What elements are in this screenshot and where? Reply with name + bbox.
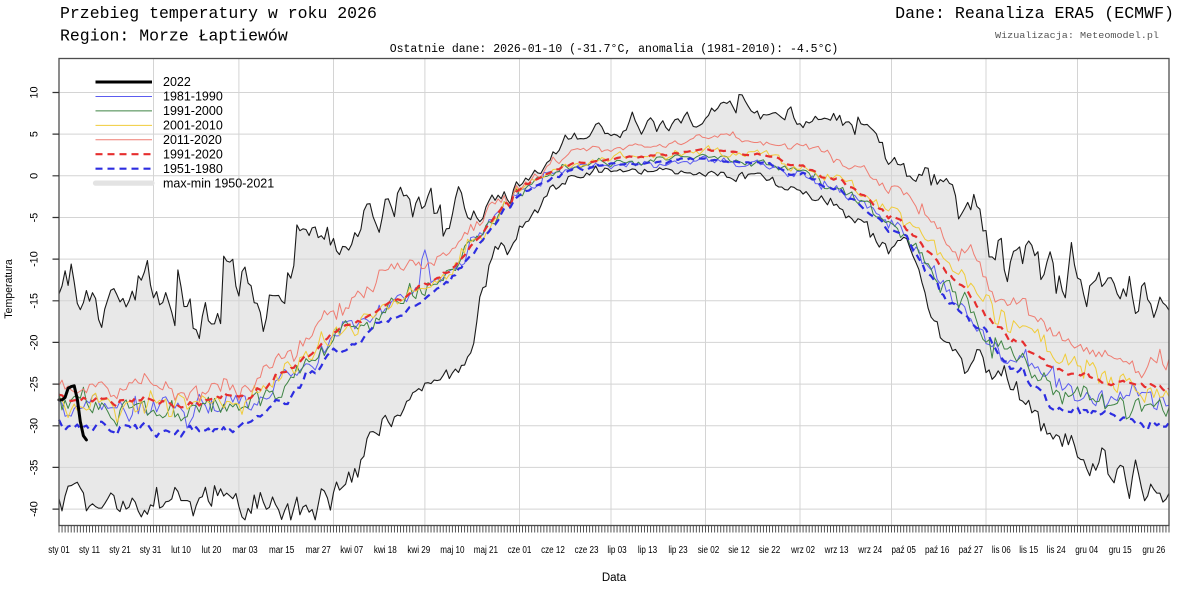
svg-text:Wizualizacja: Meteomodel.pl: Wizualizacja: Meteomodel.pl: [995, 30, 1159, 41]
svg-text:max-min 1950-2021: max-min 1950-2021: [163, 176, 274, 190]
svg-text:10: 10: [29, 86, 41, 98]
svg-text:cze 01: cze 01: [508, 544, 532, 555]
svg-text:lis 15: lis 15: [1019, 544, 1038, 555]
svg-text:2022: 2022: [163, 75, 191, 89]
svg-text:lis 24: lis 24: [1047, 544, 1066, 555]
svg-text:wrz 13: wrz 13: [824, 544, 849, 555]
svg-text:paź 16: paź 16: [925, 544, 949, 555]
svg-text:1981-1990: 1981-1990: [163, 90, 223, 104]
svg-text:1951-1980: 1951-1980: [163, 162, 223, 176]
svg-text:paź 05: paź 05: [892, 544, 916, 555]
svg-text:kwi 18: kwi 18: [374, 544, 397, 555]
svg-text:Region: Morze Łaptiewów: Region: Morze Łaptiewów: [60, 27, 288, 46]
svg-text:-10: -10: [29, 251, 41, 267]
svg-text:gru 04: gru 04: [1075, 544, 1098, 555]
svg-text:Dane: Reanaliza ERA5 (ECMWF): Dane: Reanaliza ERA5 (ECMWF): [895, 4, 1174, 23]
svg-text:Data: Data: [602, 572, 627, 584]
svg-text:sie 22: sie 22: [759, 544, 781, 555]
svg-text:sie 02: sie 02: [698, 544, 720, 555]
svg-text:sty 11: sty 11: [79, 544, 100, 555]
svg-text:cze 12: cze 12: [541, 544, 565, 555]
svg-text:5: 5: [29, 131, 41, 137]
svg-text:kwi 29: kwi 29: [407, 544, 430, 555]
svg-text:sty 31: sty 31: [140, 544, 162, 555]
svg-text:paź 27: paź 27: [959, 544, 983, 555]
svg-text:-25: -25: [29, 376, 41, 392]
svg-text:gru 26: gru 26: [1142, 544, 1165, 555]
svg-text:-30: -30: [29, 418, 41, 434]
svg-text:lip 23: lip 23: [668, 544, 687, 555]
svg-text:Przebieg temperatury w roku 20: Przebieg temperatury w roku 2026: [60, 4, 377, 23]
svg-text:lip 13: lip 13: [638, 544, 657, 555]
svg-text:maj 21: maj 21: [474, 544, 498, 555]
svg-text:kwi 07: kwi 07: [340, 544, 363, 555]
svg-text:Temperatura: Temperatura: [3, 259, 15, 319]
svg-text:sty 21: sty 21: [109, 544, 131, 555]
svg-text:cze 23: cze 23: [575, 544, 599, 555]
svg-text:-35: -35: [29, 460, 41, 476]
svg-text:-20: -20: [29, 335, 41, 351]
svg-text:Ostatnie dane: 2026-01-10 (-31: Ostatnie dane: 2026-01-10 (-31.7°C, anom…: [390, 43, 839, 56]
svg-text:-5: -5: [29, 213, 41, 223]
svg-text:sie 12: sie 12: [728, 544, 750, 555]
svg-text:-40: -40: [29, 501, 41, 517]
svg-text:mar 27: mar 27: [306, 544, 331, 555]
svg-text:0: 0: [29, 173, 41, 179]
svg-text:sty 01: sty 01: [48, 544, 70, 555]
svg-text:wrz 02: wrz 02: [790, 544, 815, 555]
svg-text:mar 03: mar 03: [232, 544, 257, 555]
svg-text:lis 06: lis 06: [992, 544, 1011, 555]
svg-text:maj 10: maj 10: [440, 544, 464, 555]
svg-text:-15: -15: [29, 293, 41, 309]
svg-text:gru 15: gru 15: [1109, 544, 1132, 555]
svg-text:wrz 24: wrz 24: [857, 544, 882, 555]
svg-text:lut 20: lut 20: [202, 544, 222, 555]
svg-text:1991-2000: 1991-2000: [163, 104, 223, 118]
svg-text:2011-2020: 2011-2020: [163, 133, 222, 147]
svg-text:lip 03: lip 03: [607, 544, 626, 555]
svg-text:lut 10: lut 10: [171, 544, 191, 555]
svg-text:mar 15: mar 15: [269, 544, 294, 555]
svg-text:2001-2010: 2001-2010: [163, 119, 223, 133]
svg-text:1991-2020: 1991-2020: [163, 147, 223, 161]
